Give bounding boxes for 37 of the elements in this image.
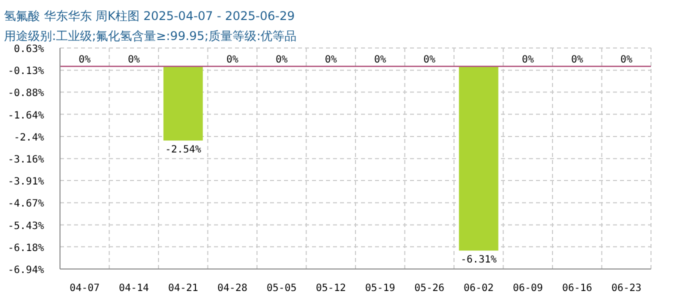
y-tick-label: -0.13%: [8, 66, 44, 78]
chart-title: 氢氟酸 华东华东 周K柱图 2025-04-07 - 2025-06-29: [4, 9, 295, 23]
data-label: 0%: [620, 54, 632, 66]
x-tick-label: 04-21: [168, 283, 198, 294]
chart-subtitle: 用途级别:工业级;氟化氢含量≥:99.95;质量等级:优等品: [4, 29, 297, 43]
y-tick-label: -6.94%: [8, 265, 44, 276]
y-tick-label: -5.43%: [8, 220, 44, 232]
x-tick-label: 06-23: [611, 283, 642, 294]
data-label: 0%: [374, 54, 386, 66]
data-label: 0%: [423, 54, 436, 66]
data-label: 0%: [78, 54, 91, 66]
y-tick-label: -1.64%: [8, 110, 44, 122]
y-tick-label: -6.18%: [8, 242, 44, 254]
x-tick-label: 05-05: [266, 283, 297, 294]
x-tick-label: 04-14: [118, 283, 149, 294]
y-tick-label: 0.63%: [14, 44, 44, 55]
data-label: 0%: [522, 54, 534, 66]
data-label: 0%: [226, 54, 238, 66]
data-label: 0%: [571, 54, 584, 66]
data-label: -2.54%: [165, 144, 202, 156]
x-tick-label: 06-16: [562, 283, 592, 294]
x-tick-label: 06-02: [464, 283, 494, 294]
x-tick-label: 04-28: [217, 283, 248, 294]
y-tick-label: -0.88%: [8, 88, 44, 100]
x-tick-label: 05-19: [365, 283, 396, 294]
y-tick-label: -4.67%: [8, 198, 44, 210]
y-tick-label: -3.91%: [8, 176, 44, 188]
data-label: -6.31%: [460, 254, 497, 266]
x-tick-label: 05-26: [414, 283, 444, 294]
data-label: 0%: [324, 54, 337, 66]
x-tick-label: 06-09: [512, 283, 543, 294]
data-label: 0%: [128, 54, 140, 66]
x-tick-label: 04-07: [70, 283, 100, 294]
x-tick-label: 05-12: [316, 283, 346, 294]
y-tick-label: -2.4%: [14, 132, 44, 144]
y-tick-label: -3.16%: [8, 154, 44, 166]
data-label: 0%: [276, 54, 288, 66]
